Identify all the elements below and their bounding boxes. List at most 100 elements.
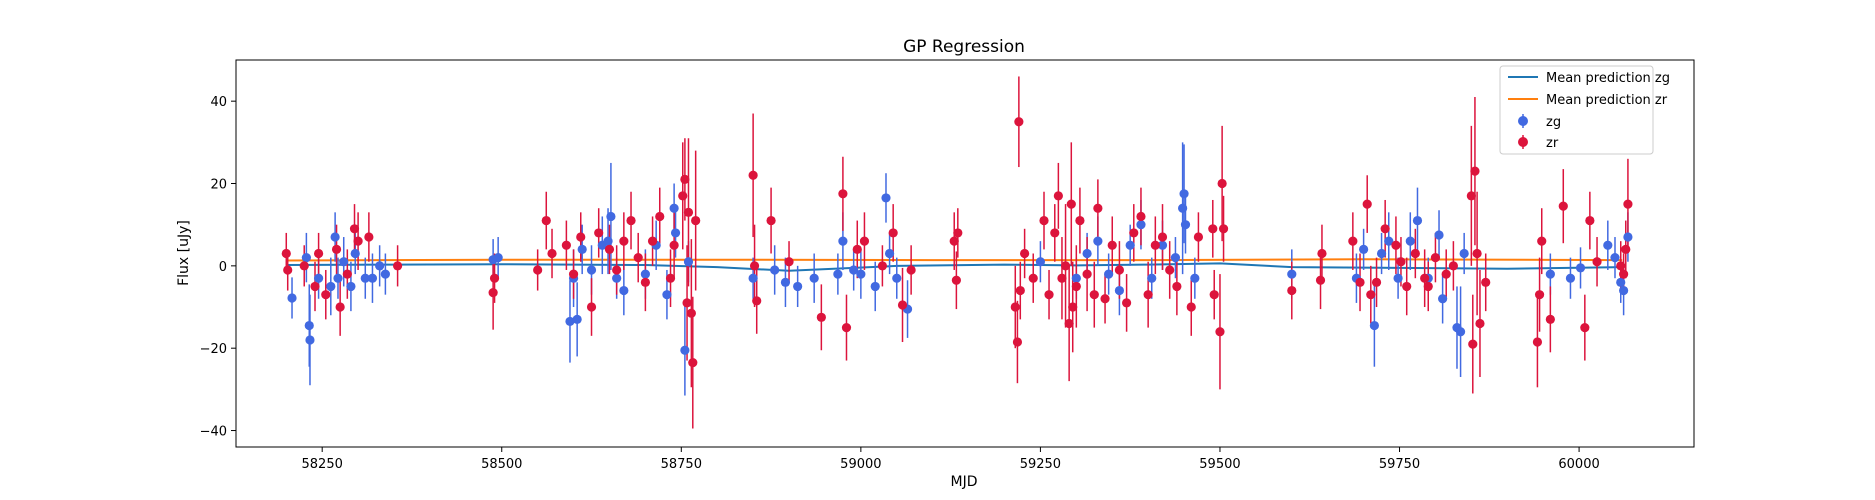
x-tick-label: 58250 (302, 457, 343, 472)
point-zr (1122, 298, 1132, 308)
point-zg (1125, 240, 1135, 250)
x-axis-label: MJD (951, 474, 978, 490)
point-zr (1107, 240, 1117, 250)
point-zg (330, 232, 340, 242)
point-zr (647, 236, 658, 246)
point-zg (662, 290, 672, 300)
point-zr (841, 323, 852, 333)
point-zr (680, 174, 690, 184)
point-zg (683, 257, 694, 267)
point-zr (488, 288, 498, 298)
point-zr (568, 269, 579, 279)
point-zg (1412, 215, 1423, 226)
point-zr (1050, 228, 1060, 238)
point-zg (1575, 263, 1586, 273)
point-zg (1114, 285, 1125, 296)
point-zg (380, 269, 390, 279)
point-zg (1287, 269, 1297, 279)
y-tick-label: −20 (200, 342, 227, 357)
point-zr (1157, 232, 1168, 242)
point-zr (1057, 273, 1067, 283)
y-tick-label: 0 (219, 260, 227, 275)
point-zr (1150, 240, 1160, 250)
point-zr (313, 248, 324, 259)
point-zg (305, 335, 315, 345)
y-axis-label: Flux [uJy] (176, 220, 192, 286)
point-zr (533, 265, 543, 275)
point-zr (541, 215, 551, 226)
point-zr (1616, 261, 1626, 271)
point-zr (561, 240, 571, 250)
point-zg (304, 320, 314, 331)
point-zr (331, 244, 342, 254)
point-zg (680, 345, 690, 355)
point-zr (1362, 199, 1372, 209)
point-zr (594, 228, 604, 238)
point-zr (640, 277, 650, 287)
point-zr (626, 215, 636, 226)
point-zg (586, 265, 597, 275)
point-zr (1472, 248, 1482, 259)
point-zg (856, 269, 866, 279)
point-zr (1366, 290, 1376, 300)
point-zg (1623, 232, 1633, 242)
point-zg (1384, 236, 1394, 246)
point-zr (1218, 224, 1229, 234)
point-zg (1035, 257, 1046, 267)
point-zg (1157, 240, 1168, 250)
point-zr (1020, 248, 1030, 259)
point-zr (1430, 253, 1441, 263)
point-zr (321, 290, 331, 300)
legend-label-mean-zr: Mean prediction zr (1546, 93, 1668, 108)
point-zr (342, 269, 352, 279)
point-zg (1610, 253, 1620, 263)
point-zg (1147, 273, 1157, 283)
plot-frame (235, 59, 1695, 448)
point-zr (1621, 244, 1631, 254)
point-zr (1075, 215, 1085, 226)
point-zr (1580, 323, 1590, 333)
point-zr (1068, 302, 1078, 312)
point-zr (1114, 265, 1125, 275)
point-zg (1434, 230, 1444, 240)
legend-label-mean-zg: Mean prediction zg (1546, 71, 1670, 86)
point-zg (301, 253, 311, 263)
point-zr (1165, 265, 1175, 275)
x-tick-label: 58500 (481, 457, 522, 472)
point-zg (350, 248, 360, 259)
point-zg (1438, 294, 1448, 304)
point-zr (816, 312, 826, 322)
y-tick-label: 40 (210, 95, 227, 110)
point-zg (838, 236, 848, 246)
point-zr (1371, 277, 1382, 287)
point-zr (619, 236, 629, 246)
point-zr (951, 275, 961, 285)
point-zg (1619, 285, 1629, 296)
point-zr (1317, 248, 1327, 259)
point-zr (1053, 191, 1063, 201)
point-zg (870, 281, 880, 292)
point-zr (1015, 285, 1025, 296)
point-zg (619, 285, 629, 296)
x-tick-label: 59750 (1379, 457, 1420, 472)
point-zr (1039, 215, 1049, 226)
point-zg (1616, 277, 1626, 287)
point-zr (1186, 302, 1196, 312)
point-zr (1208, 224, 1218, 234)
point-zr (665, 273, 676, 283)
point-zr (1060, 261, 1071, 271)
point-zg (606, 211, 616, 222)
point-zr (1420, 273, 1430, 283)
x-tick-label: 59250 (1020, 457, 1061, 472)
point-zr (1012, 337, 1023, 347)
point-zr (283, 265, 293, 275)
point-zg (1359, 244, 1369, 254)
point-zr (1193, 232, 1204, 242)
point-zg (313, 273, 324, 283)
point-zr (1410, 248, 1420, 259)
point-zr (1355, 277, 1365, 287)
point-zr (1448, 261, 1458, 271)
point-zr (349, 224, 360, 234)
